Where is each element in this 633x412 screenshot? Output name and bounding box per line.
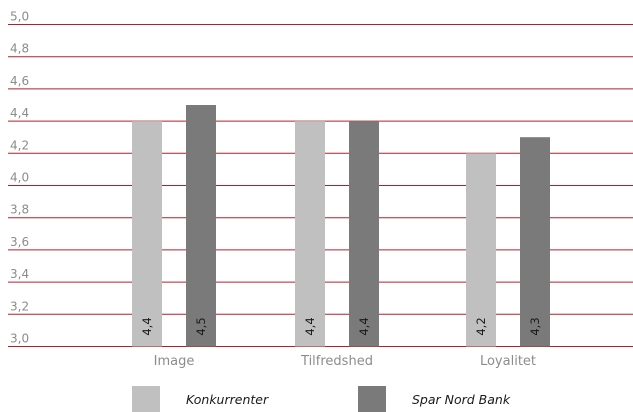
- category-label: Image: [154, 354, 195, 369]
- bar-spar-nord-bank-loyalitet: [520, 137, 550, 347]
- y-tick-label: 4,0: [10, 171, 29, 185]
- y-tick-label: 5,0: [10, 10, 29, 24]
- legend-item-spar-nord-bank: Spar Nord Bank: [358, 386, 510, 412]
- bar-konkurrenter-tilfredshed: [295, 121, 325, 347]
- data-label: 4,4: [140, 317, 154, 335]
- bar-spar-nord-bank-image: [186, 105, 216, 347]
- data-label: 4,2: [474, 317, 488, 335]
- y-axis-tick-labels: 3,0 3,2 3,4 3,6 3,8 4,0 4,2 4,4 4,6 4,8 5,0: [10, 10, 29, 346]
- category-label: Tilfredshed: [300, 354, 373, 369]
- bars: [132, 105, 550, 347]
- bar-konkurrenter-loyalitet: [466, 153, 496, 347]
- data-label: 4,3: [528, 317, 542, 335]
- y-tick-label: 3,6: [10, 235, 29, 249]
- y-tick-label: 3,2: [10, 299, 29, 313]
- bar-konkurrenter-image: [132, 121, 162, 347]
- category-label: Loyalitet: [480, 354, 536, 369]
- legend-swatch-spar-nord-bank: [358, 386, 386, 412]
- data-label: 4,5: [194, 317, 208, 335]
- y-tick-label: 3,4: [10, 267, 29, 281]
- data-label: 4,4: [303, 317, 317, 335]
- data-label: 4,4: [357, 317, 371, 335]
- legend-label-spar-nord-bank: Spar Nord Bank: [412, 391, 511, 407]
- legend-label-konkurrenter: Konkurrenter: [186, 391, 269, 407]
- y-tick-label: 4,6: [10, 74, 29, 88]
- y-tick-label: 4,4: [10, 106, 29, 120]
- y-tick-label: 4,8: [10, 42, 29, 56]
- y-tick-label: 3,0: [10, 332, 29, 346]
- legend-swatch-konkurrenter: [132, 386, 160, 412]
- x-axis-category-labels: Image Tilfredshed Loyalitet: [154, 354, 536, 369]
- y-tick-label: 3,8: [10, 203, 29, 217]
- legend-item-konkurrenter: Konkurrenter: [132, 386, 268, 412]
- data-labels: 4,4 4,5 4,4 4,4 4,2 4,3: [140, 317, 542, 335]
- y-tick-label: 4,2: [10, 138, 29, 152]
- bar-spar-nord-bank-tilfredshed: [349, 121, 379, 347]
